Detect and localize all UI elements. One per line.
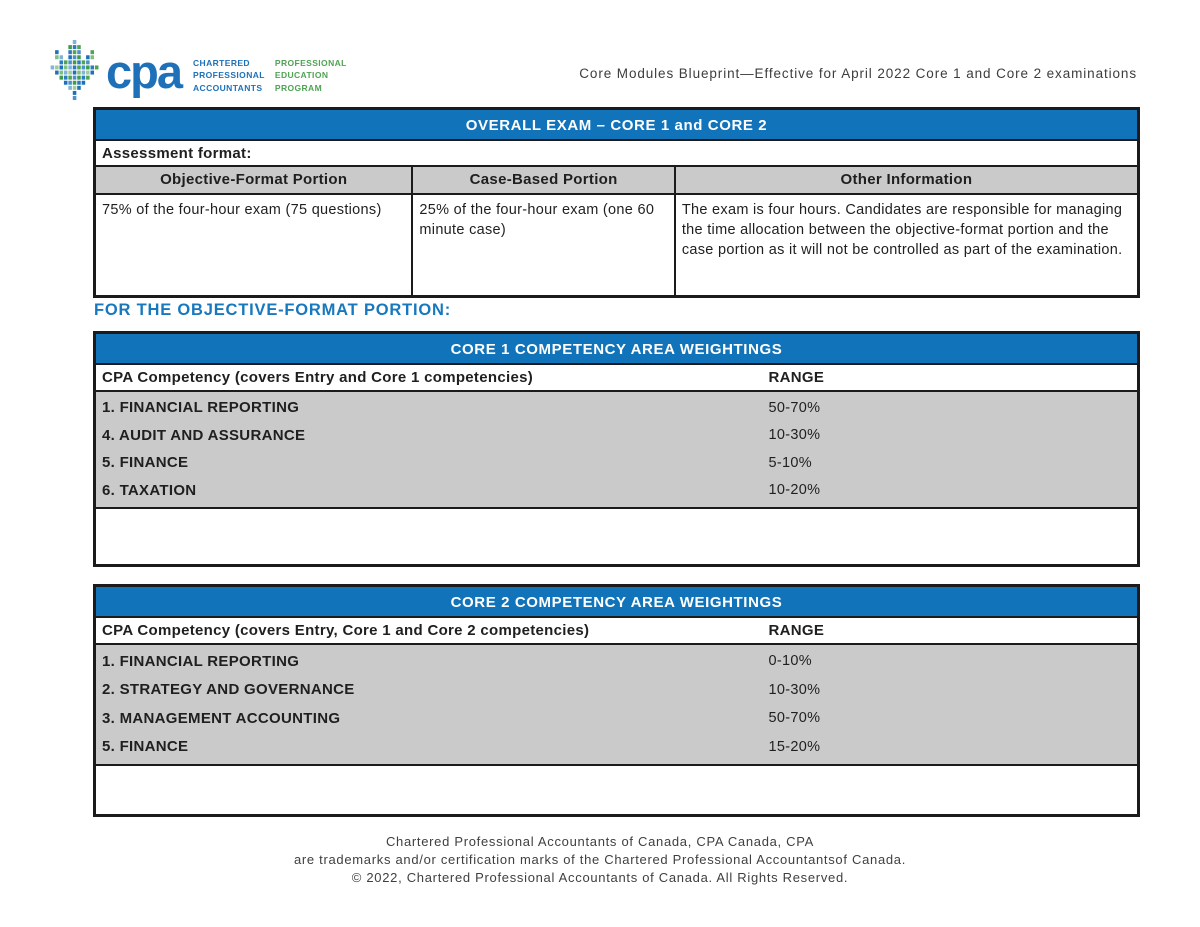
table-row: 5. FINANCE 15-20% xyxy=(96,733,1137,762)
table-row: 3. MANAGEMENT ACCOUNTING 50-70% xyxy=(96,704,1137,733)
logo-line: CHARTERED xyxy=(193,58,250,68)
core1-column-headers: CPA Competency (covers Entry and Core 1 … xyxy=(96,365,1137,392)
empty-row xyxy=(96,509,1137,564)
table-row: 1. FINANCIAL REPORTING 0-10% xyxy=(96,647,1137,676)
maple-leaf-icon xyxy=(50,40,99,101)
core1-weightings-table: CORE 1 COMPETENCY AREA WEIGHTINGS CPA Co… xyxy=(93,331,1140,567)
objective-portion-cell: 75% of the four-hour exam (75 questions) xyxy=(102,202,382,218)
range-cell: 50-70% xyxy=(768,710,821,727)
logo-line: ACCOUNTANTS xyxy=(193,82,263,93)
footer-trademark-notice: Chartered Professional Accountants of Ca… xyxy=(0,833,1200,887)
case-portion-header: Case-Based Portion xyxy=(411,167,676,193)
core2-range-header: RANGE xyxy=(768,622,825,639)
section-heading: FOR THE OBJECTIVE-FORMAT PORTION: xyxy=(94,301,452,319)
table-row: 1. FINANCIAL REPORTING 50-70% xyxy=(96,394,1137,422)
range-cell: 5-10% xyxy=(768,454,812,471)
competency-cell: 3. MANAGEMENT ACCOUNTING xyxy=(102,709,341,727)
logo-line: PROGRAM xyxy=(274,82,323,93)
logo-line: PROFESSIONAL xyxy=(274,58,347,68)
overall-exam-body-row: 75% of the four-hour exam (75 questions)… xyxy=(96,195,1137,295)
logo-line: PROFESSIONAL xyxy=(193,70,265,81)
core2-column-headers: CPA Competency (covers Entry, Core 1 and… xyxy=(96,618,1137,645)
range-cell: 10-30% xyxy=(768,427,821,444)
footer-line: Chartered Professional Accountants of Ca… xyxy=(385,834,815,849)
document-title: Core Modules Blueprint—Effective for Apr… xyxy=(579,66,1137,81)
core2-competency-header: CPA Competency (covers Entry, Core 1 and… xyxy=(102,622,590,639)
competency-cell: 4. AUDIT AND ASSURANCE xyxy=(102,426,306,444)
table-row: 2. STRATEGY AND GOVERNANCE 10-30% xyxy=(96,676,1137,705)
competency-cell: 1. FINANCIAL REPORTING xyxy=(102,399,300,417)
range-cell: 50-70% xyxy=(768,399,821,416)
range-cell: 15-20% xyxy=(768,738,821,755)
logo-brand-text: cpa xyxy=(106,45,183,98)
other-information-header: Other Information xyxy=(840,171,973,188)
footer-line: are trademarks and/or certification mark… xyxy=(293,852,907,867)
competency-cell: 5. FINANCE xyxy=(102,738,189,756)
table-row: 5. FINANCE 5-10% xyxy=(96,449,1137,477)
core2-table-title: CORE 2 COMPETENCY AREA WEIGHTINGS xyxy=(96,587,1137,618)
overall-exam-table: OVERALL EXAM – CORE 1 and CORE 2 Assessm… xyxy=(93,107,1140,298)
core1-rows-block: 1. FINANCIAL REPORTING 50-70% 4. AUDIT A… xyxy=(96,392,1137,509)
logo-line: EDUCATION xyxy=(274,70,329,81)
table-row: 4. AUDIT AND ASSURANCE 10-30% xyxy=(96,422,1137,450)
range-cell: 10-30% xyxy=(768,681,821,698)
core2-rows-block: 1. FINANCIAL REPORTING 0-10% 2. STRATEGY… xyxy=(96,645,1137,766)
case-portion-cell: 25% of the four-hour exam (one 60 minute… xyxy=(411,195,676,295)
core1-range-header: RANGE xyxy=(768,369,825,386)
competency-cell: 5. FINANCE xyxy=(102,454,189,472)
core1-competency-header: CPA Competency (covers Entry and Core 1 … xyxy=(102,369,534,386)
assessment-format-label: Assessment format: xyxy=(96,141,1137,167)
overall-exam-table-title: OVERALL EXAM – CORE 1 and CORE 2 xyxy=(96,110,1137,141)
core2-weightings-table: CORE 2 COMPETENCY AREA WEIGHTINGS CPA Co… xyxy=(93,584,1140,817)
header-logo: cpa CHARTERED PROFESSIONAL ACCOUNTANTS P… xyxy=(46,40,347,102)
competency-cell: 6. TAXATION xyxy=(102,481,197,499)
range-cell: 10-20% xyxy=(768,482,821,499)
empty-row xyxy=(96,766,1137,814)
objective-portion-header: Objective-Format Portion xyxy=(160,171,348,188)
range-cell: 0-10% xyxy=(768,653,812,670)
competency-cell: 2. STRATEGY AND GOVERNANCE xyxy=(102,681,355,699)
overall-exam-column-headers: Objective-Format Portion Case-Based Port… xyxy=(96,167,1137,195)
footer-line: © 2022, Chartered Professional Accountan… xyxy=(351,870,849,885)
other-information-cell: The exam is four hours. Candidates are r… xyxy=(681,202,1123,258)
table-row: 6. TAXATION 10-20% xyxy=(96,477,1137,505)
core1-table-title: CORE 1 COMPETENCY AREA WEIGHTINGS xyxy=(96,334,1137,365)
logo-program-text: PROFESSIONAL EDUCATION PROGRAM xyxy=(275,57,347,94)
competency-cell: 1. FINANCIAL REPORTING xyxy=(102,652,300,670)
logo-designation-text: CHARTERED PROFESSIONAL ACCOUNTANTS xyxy=(193,57,265,94)
